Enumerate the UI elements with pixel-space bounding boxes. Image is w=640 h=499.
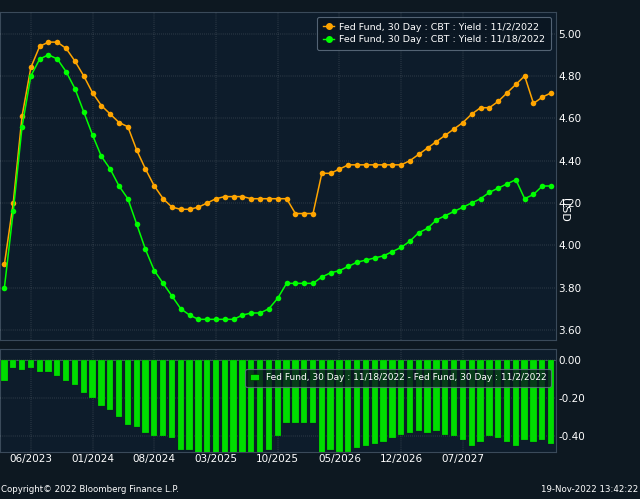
Bar	[504, 360, 510, 442]
Text: 19-Nov-2022 13:42:22: 19-Nov-2022 13:42:22	[541, 485, 639, 494]
Bar	[354, 360, 360, 448]
Bar	[195, 360, 202, 461]
Bar	[10, 360, 17, 368]
Bar	[160, 360, 166, 437]
Bar	[513, 360, 519, 446]
Bar	[81, 360, 87, 393]
Bar	[345, 360, 351, 452]
Text: Copyright© 2022 Bloomberg Finance L.P.: Copyright© 2022 Bloomberg Finance L.P.	[1, 485, 179, 494]
Bar	[433, 360, 440, 431]
Bar	[380, 360, 387, 442]
Bar	[284, 360, 290, 423]
Legend: Fed Fund, 30 Day : 11/18/2022 - Fed Fund, 30 Day : 11/2/2022: Fed Fund, 30 Day : 11/18/2022 - Fed Fund…	[245, 369, 551, 387]
Bar	[389, 360, 396, 438]
Text: USD: USD	[559, 198, 570, 222]
Bar	[19, 360, 25, 370]
Bar	[275, 360, 281, 437]
Bar	[125, 360, 131, 425]
Bar	[266, 360, 272, 450]
Bar	[460, 360, 466, 440]
Bar	[239, 360, 246, 465]
Bar	[213, 360, 220, 471]
Bar	[398, 360, 404, 435]
Bar	[1, 360, 8, 381]
Bar	[116, 360, 122, 418]
Bar	[142, 360, 148, 433]
Bar	[372, 360, 378, 444]
Bar	[468, 360, 475, 446]
Bar	[319, 360, 325, 454]
Bar	[451, 360, 458, 437]
Legend: Fed Fund, 30 Day : CBT : Yield : 11/2/2022, Fed Fund, 30 Day : CBT : Yield : 11/: Fed Fund, 30 Day : CBT : Yield : 11/2/20…	[317, 17, 551, 50]
Bar	[415, 360, 422, 431]
Bar	[248, 360, 255, 463]
Bar	[221, 360, 228, 471]
Bar	[257, 360, 263, 459]
Bar	[72, 360, 78, 385]
Bar	[363, 360, 369, 446]
Bar	[204, 360, 211, 465]
Bar	[477, 360, 484, 442]
Bar	[292, 360, 299, 423]
Bar	[186, 360, 193, 450]
Bar	[230, 360, 237, 467]
Bar	[442, 360, 449, 435]
Bar	[486, 360, 493, 437]
Bar	[98, 360, 104, 406]
Bar	[310, 360, 316, 423]
Bar	[336, 360, 342, 452]
Bar	[407, 360, 413, 433]
Bar	[328, 360, 334, 450]
Bar	[495, 360, 501, 438]
Bar	[28, 360, 34, 368]
Bar	[63, 360, 69, 381]
Bar	[177, 360, 184, 450]
Bar	[539, 360, 545, 440]
Bar	[522, 360, 528, 440]
Bar	[424, 360, 431, 433]
Bar	[531, 360, 537, 442]
Bar	[548, 360, 554, 444]
Bar	[301, 360, 307, 423]
Bar	[169, 360, 175, 438]
Bar	[45, 360, 52, 372]
Bar	[107, 360, 113, 410]
Bar	[90, 360, 96, 398]
Bar	[54, 360, 61, 376]
Bar	[151, 360, 157, 437]
Bar	[134, 360, 140, 427]
Bar	[36, 360, 43, 372]
